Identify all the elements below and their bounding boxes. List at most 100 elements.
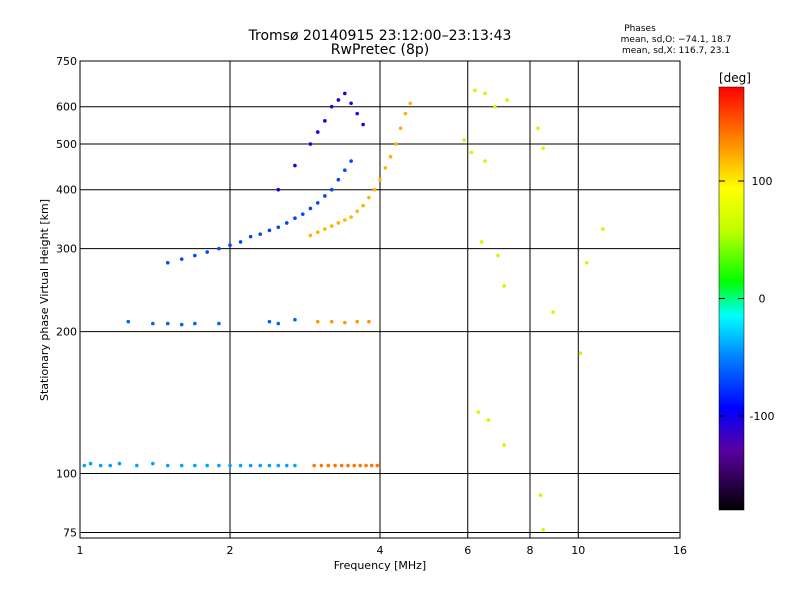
data-point (276, 321, 281, 326)
data-point (505, 98, 509, 102)
data-point (352, 463, 356, 468)
chart-subtitle: RwPretec (8p) (331, 42, 429, 58)
data-point (323, 227, 327, 231)
data-point (343, 218, 347, 222)
data-point (329, 224, 334, 228)
data-point (483, 159, 487, 163)
data-point (308, 233, 313, 238)
data-point (308, 142, 313, 146)
data-point (388, 154, 393, 159)
data-point (393, 142, 398, 146)
data-point (551, 310, 555, 314)
data-point (315, 319, 320, 324)
data-point (293, 163, 297, 168)
data-points (82, 88, 605, 532)
x-tick-label: 16 (673, 544, 687, 557)
data-point (584, 260, 589, 265)
data-point (248, 463, 253, 468)
y-tick-label: 200 (56, 326, 77, 339)
data-point (364, 463, 368, 468)
x-tick-label: 1 (77, 544, 84, 557)
data-point (536, 126, 540, 131)
data-point (333, 463, 337, 468)
data-point (284, 463, 289, 468)
data-point (343, 91, 347, 96)
data-point (329, 319, 334, 324)
colorbar-tick-label: 100 (752, 175, 773, 188)
data-point (293, 216, 297, 221)
data-point (369, 463, 374, 468)
data-point (165, 321, 170, 326)
y-axis-label: Stationary phase Virtual Height [km] (38, 199, 51, 401)
data-point (323, 194, 327, 198)
data-point (293, 317, 297, 322)
data-point (326, 463, 331, 468)
y-tick-label: 300 (56, 243, 77, 256)
data-point (355, 319, 359, 324)
data-point (228, 463, 232, 468)
data-point (151, 321, 155, 326)
data-point (312, 463, 316, 468)
data-point (329, 104, 334, 109)
phases-box-title: Phases (624, 24, 656, 34)
data-point (355, 111, 359, 116)
y-tick-label: 100 (56, 468, 77, 481)
data-point (319, 463, 324, 468)
data-point (502, 284, 506, 288)
y-tick-label: 75 (63, 526, 77, 539)
data-point (483, 91, 487, 96)
data-point (408, 101, 413, 106)
x-ticks: 1 2 4 6 8 10 16 (77, 544, 688, 557)
data-point (367, 319, 371, 324)
data-point (276, 463, 281, 468)
data-point (343, 168, 347, 172)
data-point (502, 443, 506, 447)
data-point (126, 319, 131, 324)
y-tick-label: 500 (56, 138, 77, 151)
x-tick-label: 2 (227, 544, 234, 557)
data-point (248, 234, 253, 239)
data-point (469, 150, 474, 155)
data-point (355, 209, 359, 214)
data-point (462, 138, 466, 142)
data-point (339, 463, 344, 468)
y-tick-label: 600 (56, 101, 77, 114)
data-point (358, 463, 362, 468)
data-point (267, 463, 272, 468)
plot-area: 1 2 4 6 8 10 16 75 100 200 300 400 500 600 750 (56, 55, 687, 557)
data-point (238, 463, 243, 468)
data-point (258, 463, 263, 468)
data-point (479, 240, 484, 244)
data-point (217, 463, 221, 468)
data-point (301, 212, 305, 216)
data-point (165, 260, 170, 265)
data-point (493, 104, 497, 109)
grid (80, 61, 680, 538)
data-point (108, 463, 113, 468)
data-point (336, 98, 341, 102)
data-point (228, 243, 232, 248)
y-tick-label: 400 (56, 184, 77, 197)
data-point (315, 230, 320, 235)
data-point (315, 130, 320, 134)
chart-title: Tromsø 20140915 23:12:00–23:13:43 (248, 28, 512, 44)
data-point (349, 101, 353, 106)
data-point (82, 463, 87, 468)
data-point (372, 187, 377, 192)
colorbar-tick-label: 0 (759, 293, 766, 306)
data-point (476, 410, 481, 414)
data-point (343, 320, 347, 325)
data-point (473, 88, 477, 93)
data-point (179, 257, 184, 261)
y-tick-label: 750 (56, 55, 77, 68)
data-point (378, 177, 382, 182)
data-point (258, 232, 263, 236)
data-point (336, 221, 341, 225)
colorbar-label: [deg] (719, 71, 751, 85)
data-point (117, 461, 122, 466)
data-point (179, 322, 184, 327)
y-ticks: 75 100 200 300 400 500 600 750 (56, 55, 77, 539)
data-point (193, 463, 197, 468)
data-point (276, 225, 281, 230)
data-point (329, 187, 334, 192)
